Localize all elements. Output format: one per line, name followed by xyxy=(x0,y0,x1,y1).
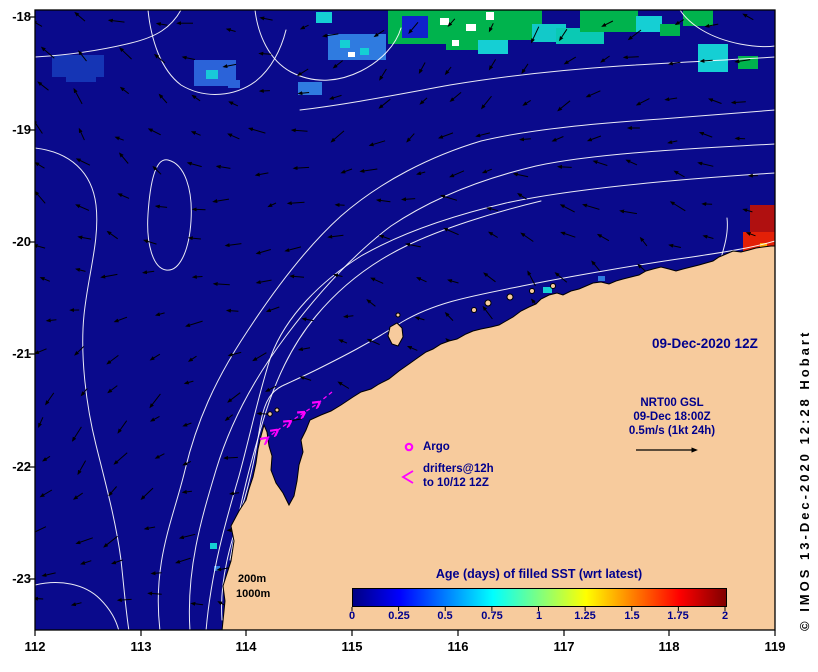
gsl-legend-line2: 09-Dec 18:00Z xyxy=(633,411,711,423)
colorbar-tick-label: 1.5 xyxy=(624,610,640,622)
drifter-track xyxy=(265,391,333,440)
drifters-legend-line1: drifters@12h xyxy=(423,463,494,475)
x-tick-label: 118 xyxy=(658,639,680,654)
island-dot xyxy=(274,407,280,413)
imos-copyright-text: © IMOS 13-Dec-2020 12:28 Hobart xyxy=(797,329,812,631)
colorbar-tick-label: 0.5 xyxy=(437,610,453,622)
y-tick-label: -19 xyxy=(12,122,31,137)
x-tick-label: 114 xyxy=(235,639,257,654)
island-dot xyxy=(529,288,535,294)
map-border xyxy=(34,9,776,631)
y-tick-label: -22 xyxy=(12,459,31,474)
argo-legend-label: Argo xyxy=(423,441,450,453)
drifter-chevron-marker xyxy=(401,470,414,484)
y-tick-label: -23 xyxy=(12,571,31,586)
gsl-legend-line1: NRT00 GSL xyxy=(640,397,704,409)
gsl-legend-line3: 0.5m/s (1kt 24h) xyxy=(628,425,716,437)
colorbar-tick-label: 1.75 xyxy=(667,610,689,622)
colorbar-gradient xyxy=(352,588,727,607)
colorbar-tick-label: 1 xyxy=(535,610,543,622)
argo-marker xyxy=(404,442,414,452)
drifters-legend-line2: to 10/12 12Z xyxy=(423,477,489,489)
island-dot xyxy=(484,299,492,307)
colorbar-tick-label: 2 xyxy=(721,610,729,622)
y-tick-label: -21 xyxy=(12,346,31,361)
x-tick-label: 115 xyxy=(341,639,363,654)
depth-contour-label-200m: 200m xyxy=(238,573,267,585)
axis-ticks-layer xyxy=(29,16,776,636)
x-tick-label: 113 xyxy=(130,639,152,654)
island-dot xyxy=(395,312,401,318)
island-barrow xyxy=(387,322,404,347)
sst-age-patch-layer xyxy=(52,10,775,571)
colorbar-tick-label: 1.25 xyxy=(574,610,596,622)
current-vector-field xyxy=(35,11,761,620)
x-tick-label: 119 xyxy=(764,639,786,654)
x-tick-label: 117 xyxy=(553,639,575,654)
x-tick-label: 116 xyxy=(447,639,469,654)
depth-contour-label-1000m: 1000m xyxy=(236,588,271,600)
y-tick-label: -20 xyxy=(12,234,31,249)
island-dot xyxy=(471,307,477,313)
island-dot xyxy=(267,411,273,417)
island-dot xyxy=(506,293,514,301)
y-tick-label: -18 xyxy=(12,9,31,24)
island-dot xyxy=(550,283,556,289)
x-tick-label: 112 xyxy=(24,639,46,654)
colorbar-tick-label: 0.25 xyxy=(388,610,410,622)
colorbar-tick-label: 0 xyxy=(348,610,356,622)
map-date-label: 09-Dec-2020 12Z xyxy=(652,336,758,351)
colorbar-title: Age (days) of filled SST (wrt latest) xyxy=(435,567,643,581)
legend-markers xyxy=(401,442,698,484)
colorbar-tick-label: 0.75 xyxy=(481,610,503,622)
